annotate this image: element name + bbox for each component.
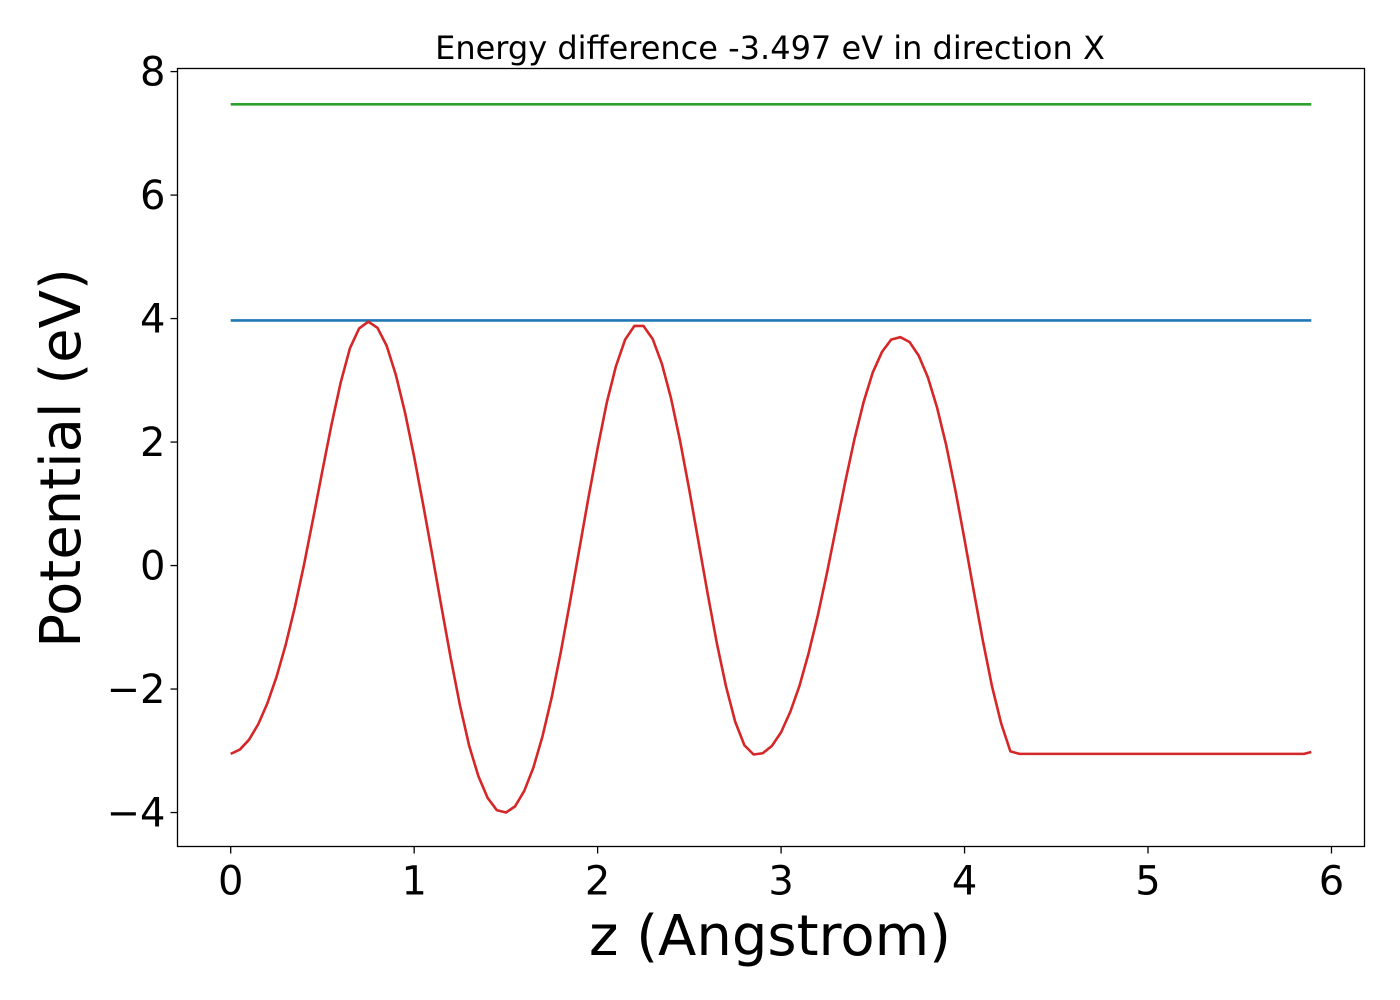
x-axis-ticks: 0 1 2 3 4 5 6	[218, 846, 1344, 905]
y-tick-label: 0	[140, 544, 165, 590]
x-axis-label: z (Angstrom)	[589, 904, 951, 969]
plot-frame	[176, 67, 1366, 848]
y-tick-label: −2	[107, 667, 166, 713]
series-line-2	[230, 320, 1312, 814]
x-tick-label: 4	[952, 859, 977, 905]
x-tick-label: 3	[768, 859, 793, 905]
y-tick-label: −4	[107, 791, 166, 837]
chart-title: Energy difference -3.497 eV in direction…	[435, 29, 1105, 67]
y-tick-label: 6	[140, 173, 165, 219]
y-axis-ticks: −4 −2 0 2 4 6 8	[107, 50, 178, 837]
x-tick-label: 1	[401, 859, 426, 905]
x-tick-label: 5	[1135, 859, 1160, 905]
x-tick-label: 0	[218, 859, 243, 905]
y-axis-label: Potential (eV)	[29, 268, 94, 648]
x-tick-label: 2	[585, 859, 610, 905]
y-tick-label: 2	[140, 420, 165, 466]
x-tick-label: 6	[1319, 859, 1344, 905]
y-tick-label: 4	[140, 297, 165, 343]
y-tick-label: 8	[140, 50, 165, 96]
plot-series-group	[230, 103, 1312, 814]
